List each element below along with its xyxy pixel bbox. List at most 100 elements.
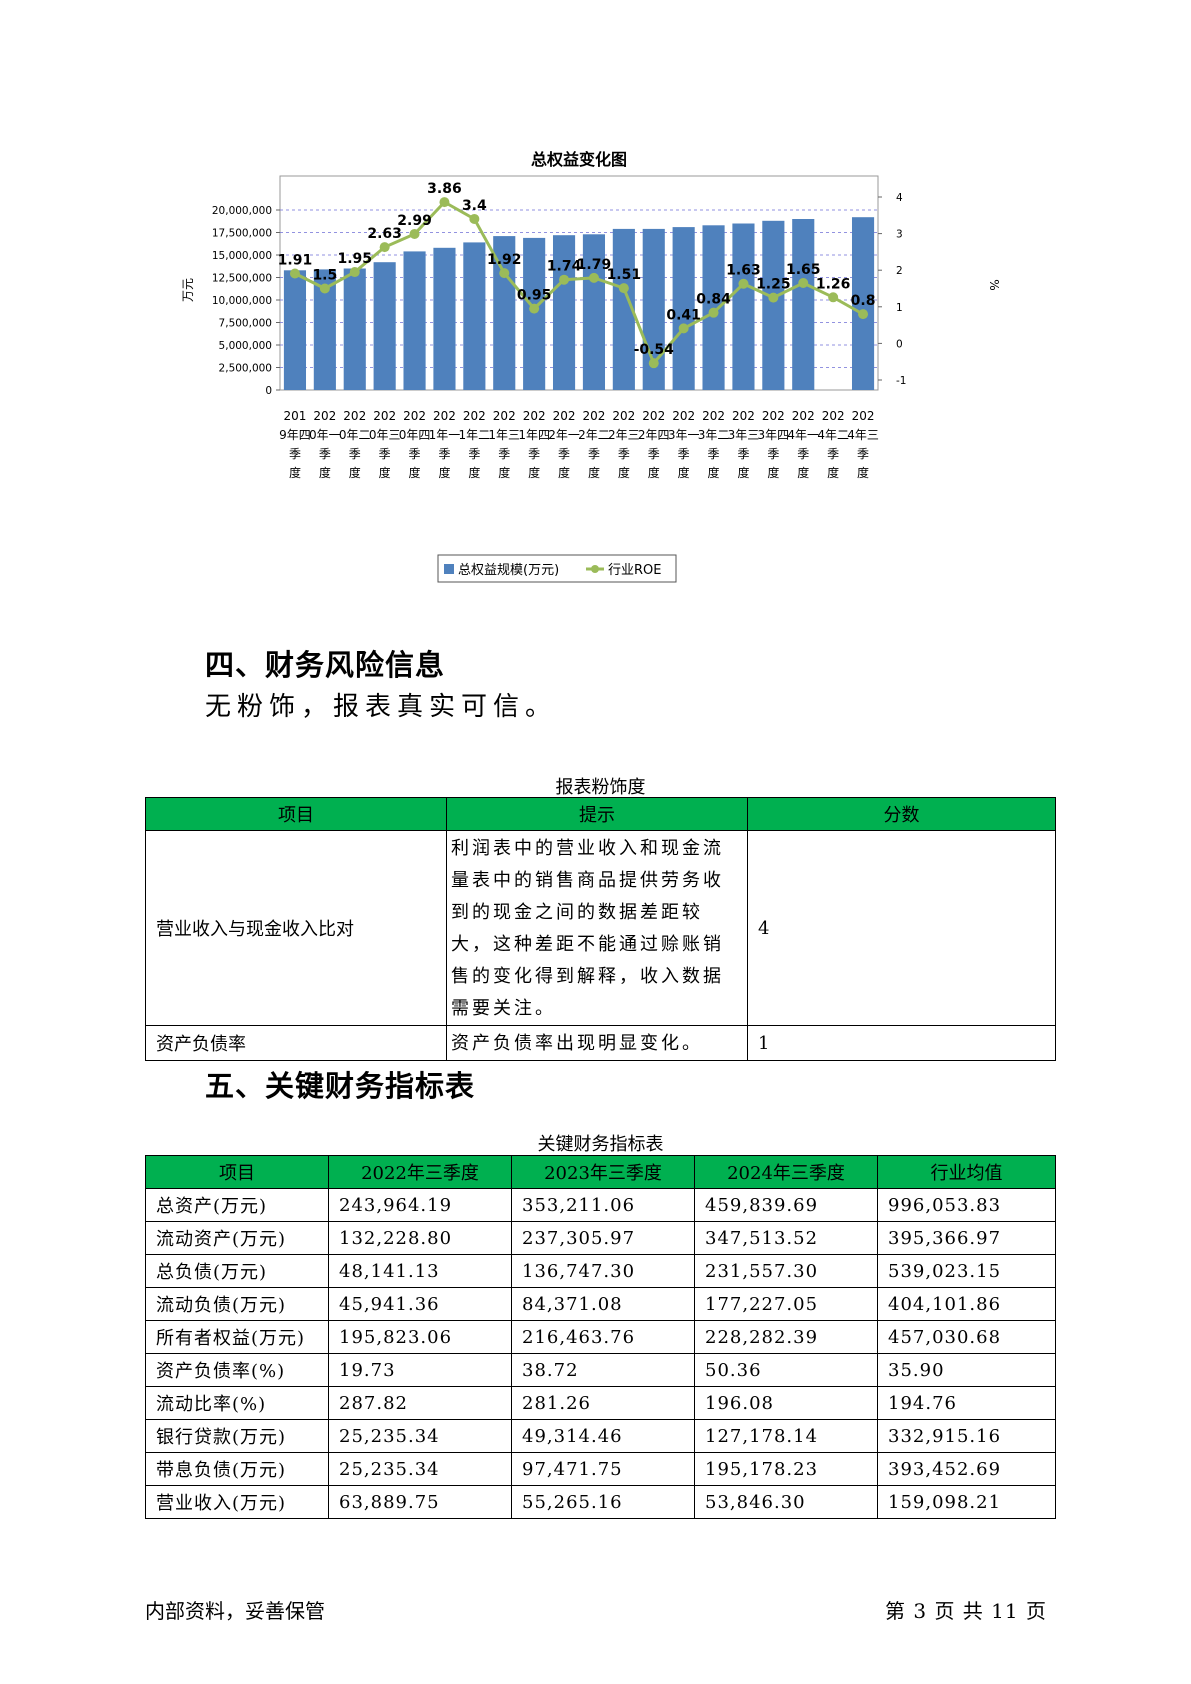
roe-data-label: 0.41 <box>666 307 701 323</box>
kpi-value: 97,471.75 <box>511 1452 695 1486</box>
roe-point <box>469 213 480 224</box>
roe-data-label: 1.25 <box>756 277 791 293</box>
x-tick-label: 201 9年四季度 <box>279 409 311 480</box>
section5-title: 五、关键财务指标表 <box>205 1069 476 1103</box>
plot-frame <box>279 175 879 391</box>
roe-point <box>319 283 330 294</box>
risk-hint: 资产负债率出现明显变化。 <box>446 1025 748 1061</box>
risk-table-caption: 报表粉饰度 <box>555 777 646 798</box>
kpi-value: 194.76 <box>877 1386 1056 1420</box>
risk-header-score: 分数 <box>747 797 1056 831</box>
legend-bar-swatch <box>444 564 454 574</box>
x-tick-label: 202 0年三季度 <box>369 409 401 480</box>
kpi-item: 流动负债(万元) <box>145 1287 329 1321</box>
roe-data-label: 3.4 <box>462 198 487 214</box>
x-tick-label: 202 1年三季度 <box>488 409 520 480</box>
bar <box>582 234 606 390</box>
roe-point <box>349 267 360 278</box>
bar <box>283 270 307 390</box>
x-tick-label: 202 1年四季度 <box>518 409 550 480</box>
kpi-value: 55,265.16 <box>511 1485 695 1519</box>
legend-line-marker <box>591 565 599 573</box>
bar <box>762 220 785 390</box>
table-row: 营业收入(万元) 63,889.75 55,265.16 53,846.30 159,0… <box>145 1485 1056 1519</box>
roe-point <box>379 242 390 253</box>
roe-point <box>409 228 420 239</box>
table-row: 所有者权益(万元) 195,823.06 216,463.76 228,282.39 4… <box>145 1320 1056 1354</box>
kpi-item: 总资产(万元) <box>145 1188 329 1222</box>
roe-data-label: 1.79 <box>577 257 612 273</box>
kpi-item: 银行贷款(万元) <box>145 1419 329 1453</box>
y-tick-label: 15,000,000 <box>212 250 272 262</box>
section4-title: 四、财务风险信息 <box>205 648 446 682</box>
kpi-value: 53,846.30 <box>694 1485 878 1519</box>
kpi-value: 996,053.83 <box>877 1188 1056 1222</box>
table-row: 流动资产(万元) 132,228.80 237,305.97 347,513.52 39… <box>145 1221 1056 1255</box>
x-tick-label: 202 3年一季度 <box>668 409 700 480</box>
chart-title: 总权益变化图 <box>531 150 627 169</box>
bar <box>373 262 396 390</box>
y-tick-label: 5,000,000 <box>219 340 272 352</box>
roe-data-label: 2.99 <box>397 213 432 229</box>
risk-header-item: 项目 <box>145 797 447 831</box>
bar <box>702 225 725 390</box>
kpi-table-caption: 关键财务指标表 <box>537 1134 664 1155</box>
y-tick-label: 10,000,000 <box>212 295 272 307</box>
kpi-value: 49,314.46 <box>511 1419 695 1453</box>
x-tick-label: 202 0年二季度 <box>339 409 371 480</box>
roe-data-label: -0.54 <box>634 342 675 358</box>
roe-point <box>648 358 659 369</box>
table-row: 总资产(万元) 243,964.19 353,211.06 459,839.69 996… <box>145 1188 1056 1222</box>
kpi-table: 项目 2022年三季度 2023年三季度 2024年三季度 行业均值 总资产(万… <box>145 1155 1056 1519</box>
kpi-value: 395,366.97 <box>877 1221 1056 1255</box>
kpi-value: 127,178.14 <box>694 1419 878 1453</box>
roe-point <box>798 278 809 289</box>
kpi-value: 48,141.13 <box>328 1254 512 1288</box>
kpi-item: 流动资产(万元) <box>145 1221 329 1255</box>
kpi-value: 196.08 <box>694 1386 878 1420</box>
kpi-value: 228,282.39 <box>694 1320 878 1354</box>
table-row: 流动负债(万元) 45,941.36 84,371.08 177,227.05 404,… <box>145 1287 1056 1321</box>
y2-axis-label: % <box>987 279 1001 290</box>
risk-hint: 利润表中的营业收入和现金流量表中的销售商品提供劳务收到的现金之间的数据差距较大，… <box>446 830 748 1026</box>
kpi-header-industry-avg: 行业均值 <box>877 1155 1056 1189</box>
kpi-value: 159,098.21 <box>877 1485 1056 1519</box>
x-tick-label: 202 0年一季度 <box>309 409 341 480</box>
roe-point <box>499 268 510 279</box>
kpi-value: 45,941.36 <box>328 1287 512 1321</box>
roe-data-label: 1.74 <box>547 259 582 275</box>
y2-tick-label: 3 <box>896 229 903 241</box>
table-row: 营业收入与现金收入比对 利润表中的营业收入和现金流量表中的销售商品提供劳务收到的… <box>145 830 1056 1026</box>
kpi-value: 237,305.97 <box>511 1221 695 1255</box>
kpi-value: 404,101.86 <box>877 1287 1056 1321</box>
risk-table-header: 项目 提示 分数 <box>145 797 1056 831</box>
y-tick-label: 12,500,000 <box>212 273 272 285</box>
bar <box>463 242 486 390</box>
legend-bar-label: 总权益规模(万元) <box>458 562 559 578</box>
kpi-value: 281.26 <box>511 1386 695 1420</box>
kpi-value: 243,964.19 <box>328 1188 512 1222</box>
kpi-value: 63,889.75 <box>328 1485 512 1519</box>
kpi-value: 38.72 <box>511 1353 695 1387</box>
kpi-value: 353,211.06 <box>511 1188 695 1222</box>
roe-data-label: 1.51 <box>607 267 642 283</box>
kpi-header-2024q3: 2024年三季度 <box>694 1155 878 1189</box>
roe-data-label: 1.92 <box>487 252 522 268</box>
bar <box>493 236 516 390</box>
y2-tick-label: 0 <box>896 338 903 350</box>
x-tick-label: 202 3年四季度 <box>758 409 790 480</box>
risk-item: 资产负债率 <box>145 1025 447 1061</box>
roe-data-label: 0.8 <box>851 293 876 309</box>
roe-point <box>858 309 869 320</box>
table-row: 流动比率(%) 287.82 281.26 196.08 194.76 <box>145 1386 1056 1420</box>
y-tick-label: 20,000,000 <box>212 205 272 217</box>
roe-data-label: 1.63 <box>726 263 761 279</box>
kpi-value: 216,463.76 <box>511 1320 695 1354</box>
roe-point <box>738 278 749 289</box>
kpi-item: 带息负债(万元) <box>145 1452 329 1486</box>
kpi-value: 19.73 <box>328 1353 512 1387</box>
kpi-header-2023q3: 2023年三季度 <box>511 1155 695 1189</box>
roe-point <box>559 274 570 285</box>
page-number: 第 3 页 共 11 页 <box>885 1599 1047 1623</box>
y-tick-label: 7,500,000 <box>219 318 272 330</box>
